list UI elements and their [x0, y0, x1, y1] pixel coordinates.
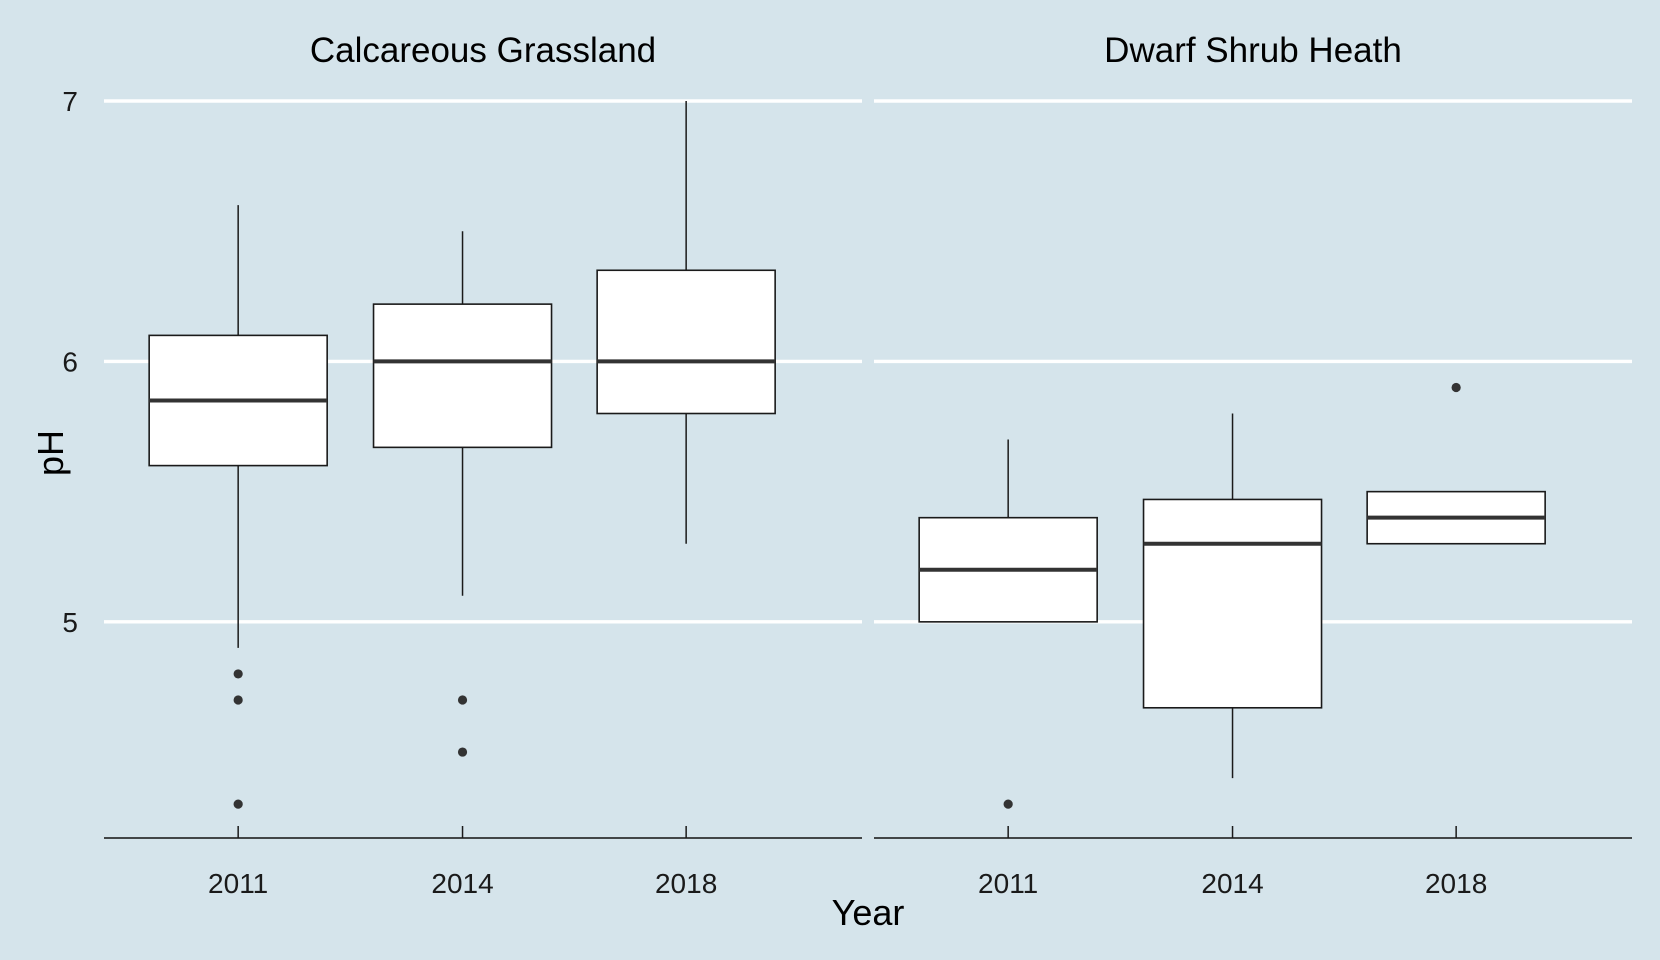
box	[372, 303, 553, 449]
boxplot-2011	[918, 439, 1098, 809]
boxplot-2011	[148, 205, 328, 809]
boxplot-2018	[596, 101, 776, 544]
outlier-point	[233, 799, 243, 809]
x-axis-title: Year	[832, 892, 905, 933]
y-tick-label: 7	[62, 86, 78, 117]
x-tick-label: 2014	[1201, 868, 1263, 899]
x-tick-label: 2018	[1425, 868, 1487, 899]
outlier-point	[233, 669, 243, 679]
x-tick-label: 2018	[655, 868, 717, 899]
facet-title: Calcareous Grassland	[310, 31, 656, 70]
box	[1142, 498, 1323, 709]
y-tick-label: 5	[62, 607, 78, 638]
outlier-point	[457, 695, 468, 705]
outlier-point	[1451, 382, 1461, 393]
outlier-point	[457, 747, 468, 757]
x-tick-label: 2011	[978, 868, 1038, 899]
box	[596, 269, 776, 415]
boxplot-2014	[372, 231, 553, 757]
x-tick-label: 2011	[208, 868, 268, 899]
outlier-point	[233, 695, 243, 705]
facet-title: Dwarf Shrub Heath	[1104, 31, 1402, 70]
x-tick-label: 2014	[431, 868, 493, 899]
boxplot-2018	[1366, 382, 1546, 545]
facet-panel-1: Calcareous Grassland 2011 2014 2018	[104, 31, 862, 899]
facet-panel-2: Dwarf Shrub Heath 2011 2014 2018	[874, 31, 1632, 899]
outlier-point	[1003, 799, 1013, 809]
boxplot-2014	[1142, 413, 1323, 779]
y-axis-title: pH	[30, 430, 71, 476]
y-tick-label: 6	[62, 346, 78, 377]
